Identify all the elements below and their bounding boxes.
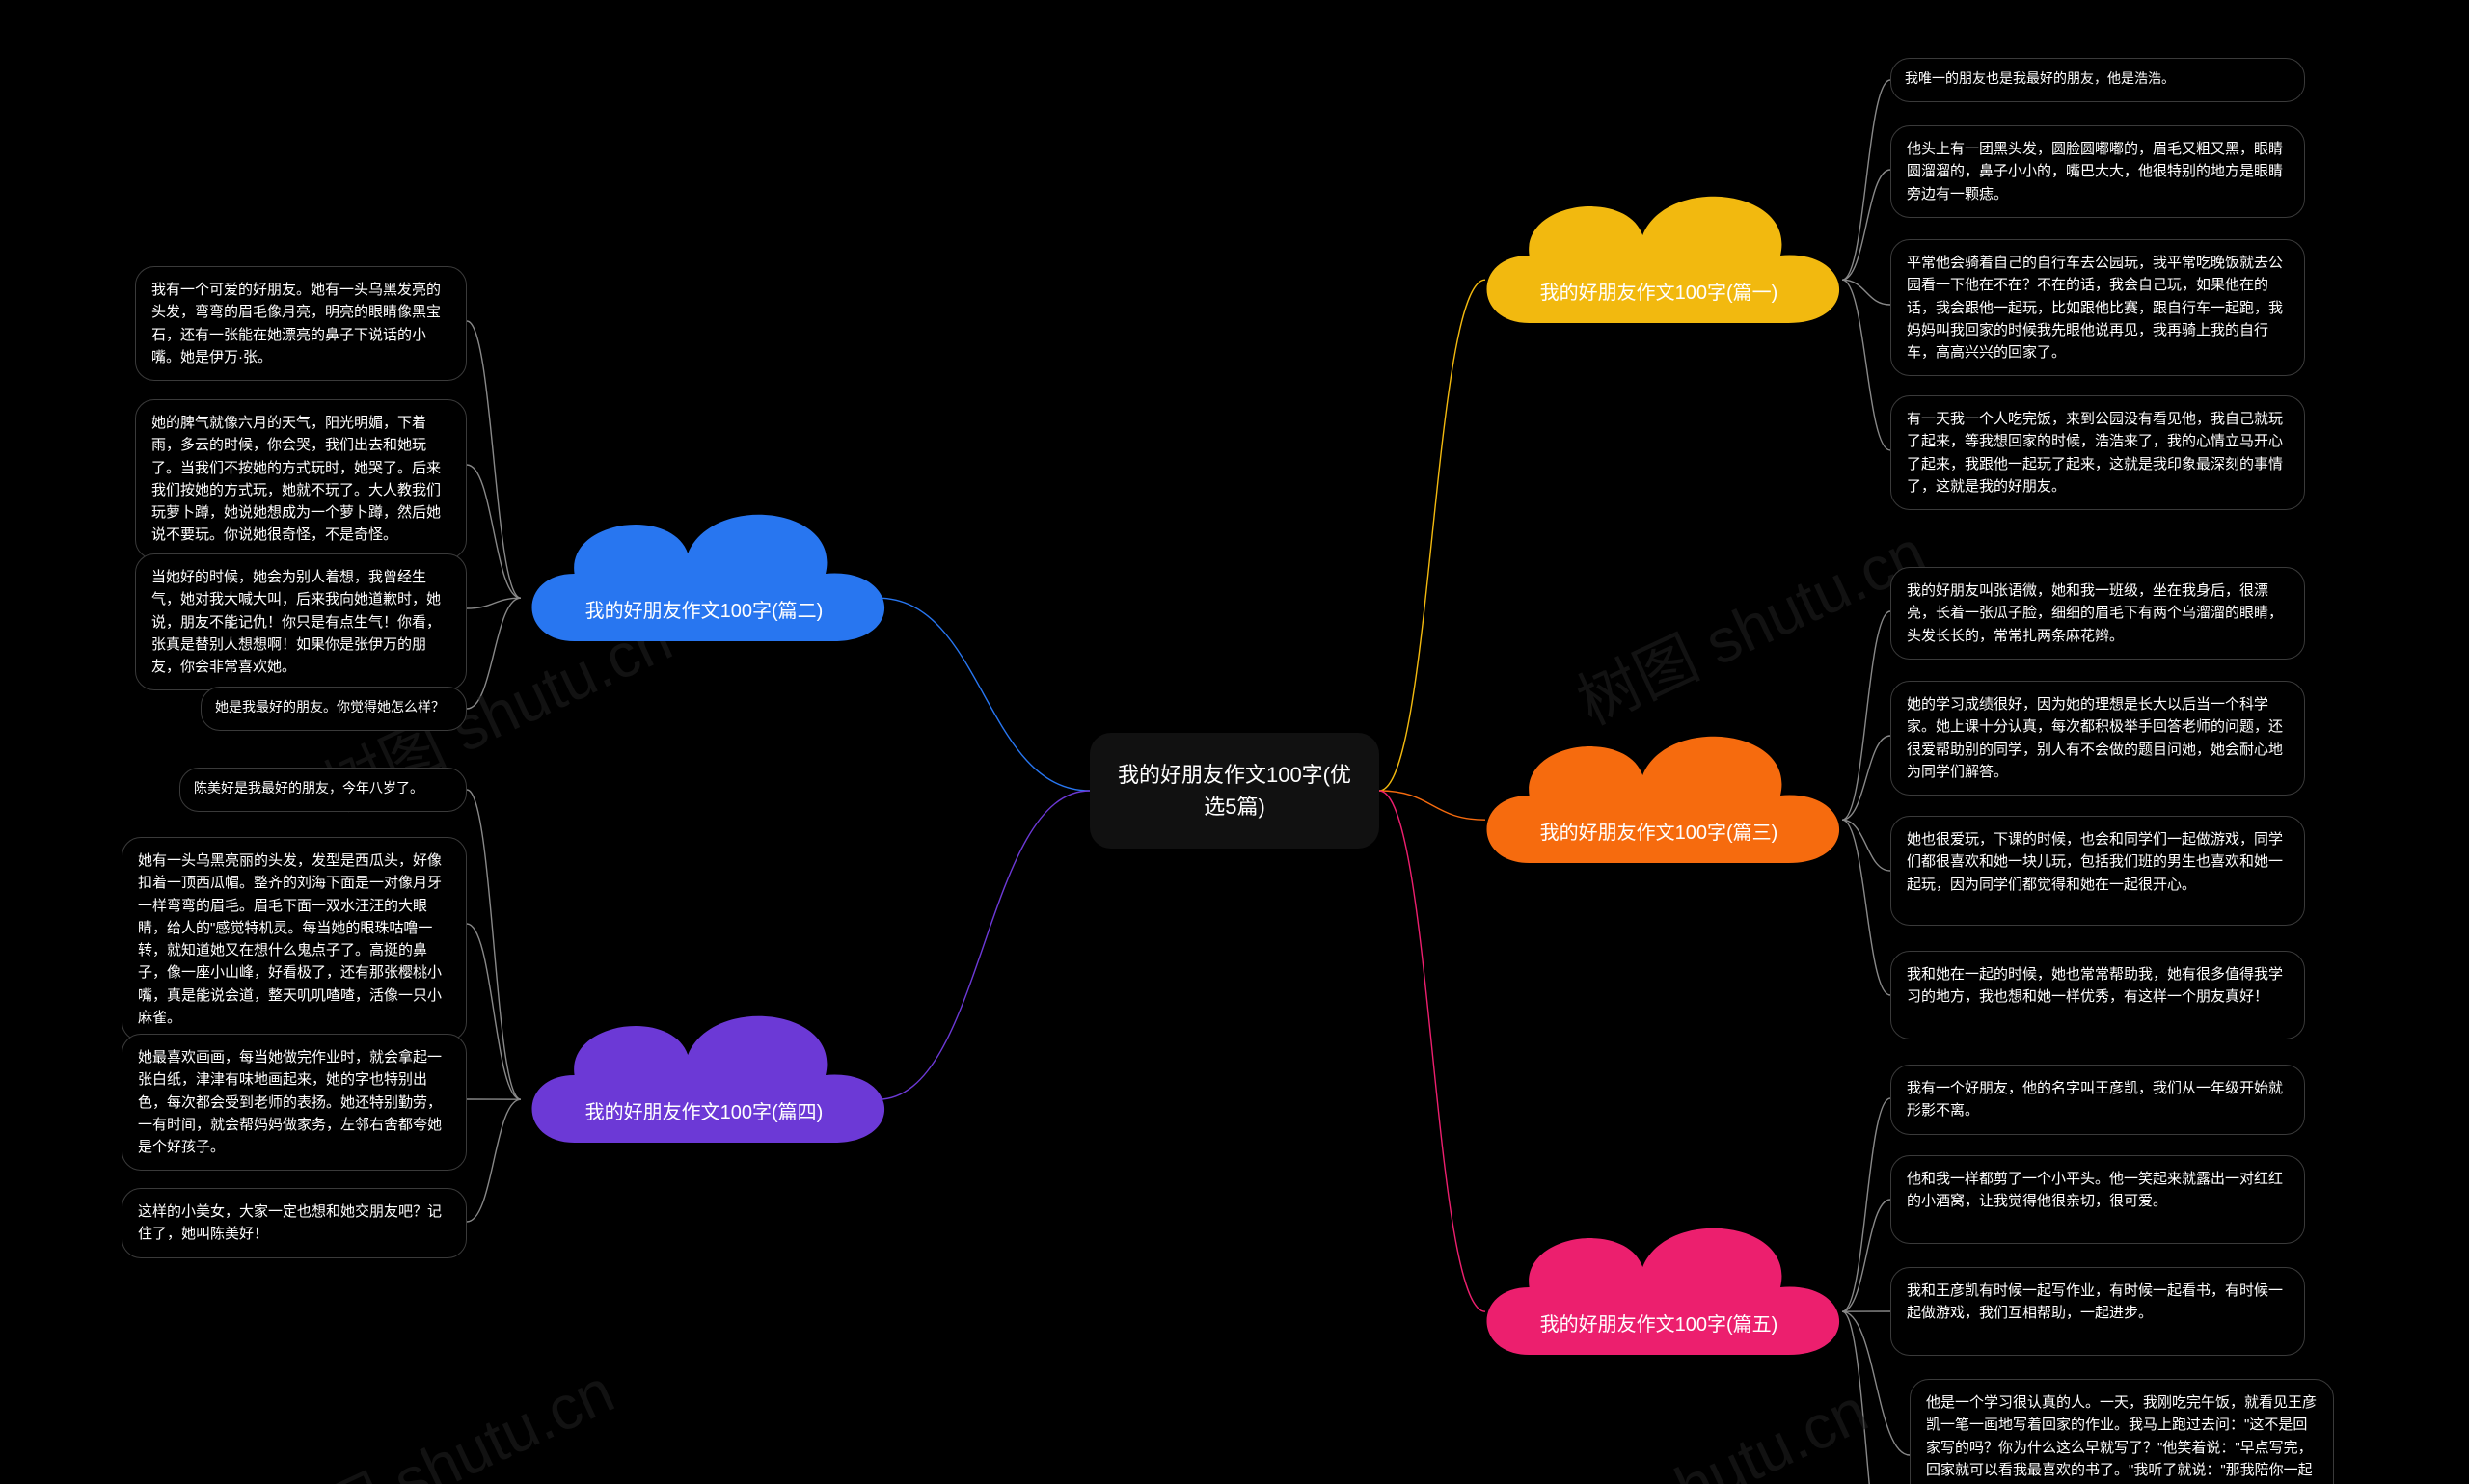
leaf-node[interactable]: 当她好的时候，她会为别人着想，我曾经生气，她对我大喊大叫，后来我向她道歉时，她说… [135, 553, 467, 690]
branch-cloud-b5[interactable]: 我的好朋友作文100字(篇五) [1456, 1186, 1861, 1389]
leaf-node[interactable]: 我和她在一起的时候，她也常常帮助我，她有很多值得我学习的地方，我也想和她一样优秀… [1890, 951, 2305, 1039]
leaf-node[interactable]: 她最喜欢画画，每当她做完作业时，就会拿起一张白纸，津津有味地画起来，她的字也特别… [122, 1034, 467, 1171]
leaf-node[interactable]: 这样的小美女，大家一定也想和她交朋友吧？记住了，她叫陈美好！ [122, 1188, 467, 1258]
branch-cloud-b2[interactable]: 我的好朋友作文100字(篇二) [502, 472, 907, 675]
branch-label: 我的好朋友作文100字(篇二) [502, 595, 907, 623]
leaf-node[interactable]: 他是一个学习很认真的人。一天，我刚吃完午饭，就看见王彦凯一笔一画地写着回家的作业… [1910, 1379, 2334, 1484]
watermark: 树图 shutu.cn [250, 1342, 626, 1484]
branch-label: 我的好朋友作文100字(篇四) [502, 1096, 907, 1124]
leaf-node[interactable]: 她的脾气就像六月的天气，阳光明媚，下着雨，多云的时候，你会哭，我们出去和她玩了。… [135, 399, 467, 559]
branch-label: 我的好朋友作文100字(篇三) [1456, 817, 1861, 845]
leaf-node[interactable]: 她的学习成绩很好，因为她的理想是长大以后当一个科学家。她上课十分认真，每次都积极… [1890, 681, 2305, 796]
leaf-node[interactable]: 我有一个可爱的好朋友。她有一头乌黑发亮的头发，弯弯的眉毛像月亮，明亮的眼睛像黑宝… [135, 266, 467, 381]
branch-cloud-b1[interactable]: 我的好朋友作文100字(篇一) [1456, 154, 1861, 357]
leaf-node[interactable]: 陈美好是我最好的朋友，今年八岁了。 [179, 768, 467, 812]
branch-label: 我的好朋友作文100字(篇五) [1456, 1309, 1861, 1336]
branch-cloud-b4[interactable]: 我的好朋友作文100字(篇四) [502, 974, 907, 1176]
leaf-node[interactable]: 我唯一的朋友也是我最好的朋友，他是浩浩。 [1890, 58, 2305, 102]
leaf-node[interactable]: 我有一个好朋友，他的名字叫王彦凯，我们从一年级开始就形影不离。 [1890, 1065, 2305, 1135]
leaf-node[interactable]: 平常他会骑着自己的自行车去公园玩，我平常吃晚饭就去公园看一下他在不在？不在的话，… [1890, 239, 2305, 376]
leaf-node[interactable]: 我和王彦凯有时候一起写作业，有时候一起看书，有时候一起做游戏，我们互相帮助，一起… [1890, 1267, 2305, 1356]
leaf-node[interactable]: 他头上有一团黑头发，圆脸圆嘟嘟的，眉毛又粗又黑，眼睛圆溜溜的，鼻子小小的，嘴巴大… [1890, 125, 2305, 218]
branch-label: 我的好朋友作文100字(篇一) [1456, 277, 1861, 305]
root-node[interactable]: 我的好朋友作文100字(优选5篇) [1090, 733, 1379, 849]
root-node-label: 我的好朋友作文100字(优选5篇) [1109, 759, 1360, 823]
branch-cloud-b3[interactable]: 我的好朋友作文100字(篇三) [1456, 694, 1861, 897]
leaf-node[interactable]: 她也很爱玩，下课的时候，也会和同学们一起做游戏，同学们都很喜欢和她一块儿玩，包括… [1890, 816, 2305, 926]
leaf-node[interactable]: 他和我一样都剪了一个小平头。他一笑起来就露出一对红红的小酒窝，让我觉得他很亲切，… [1890, 1155, 2305, 1244]
leaf-node[interactable]: 她有一头乌黑亮丽的头发，发型是西瓜头，好像扣着一顶西瓜帽。整齐的刘海下面是一对像… [122, 837, 467, 1041]
leaf-node[interactable]: 她是我最好的朋友。你觉得她怎么样？ [201, 687, 467, 731]
leaf-node[interactable]: 有一天我一个人吃完饭，来到公园没有看见他，我自己就玩了起来，等我想回家的时候，浩… [1890, 395, 2305, 510]
leaf-node[interactable]: 我的好朋友叫张语微，她和我一班级，坐在我身后，很漂亮，长着一张瓜子脸，细细的眉毛… [1890, 567, 2305, 660]
mindmap-stage: 树图 shutu.cn树图 shutu.cn树图 shutu.cn树图 shut… [0, 0, 2469, 1484]
